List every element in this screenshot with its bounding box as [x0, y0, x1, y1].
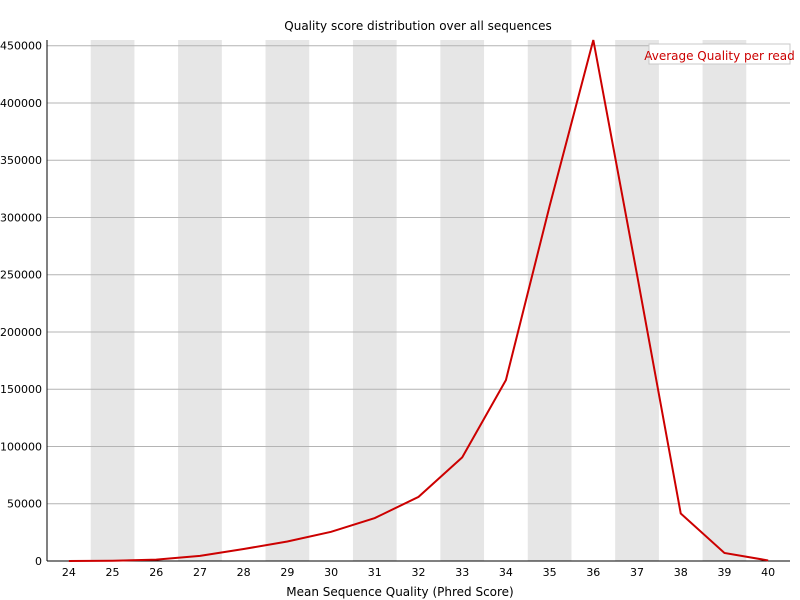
x-tick-label: 37 — [630, 566, 644, 579]
x-tick-label: 29 — [280, 566, 294, 579]
y-tick-label: 0 — [35, 555, 42, 568]
y-axis-ticks: 0 50000 100000 150000 200000 250000 300000 3500… — [0, 40, 42, 568]
band — [702, 40, 747, 561]
x-tick-label: 35 — [543, 566, 557, 579]
x-tick-label: 26 — [149, 566, 163, 579]
y-tick-label: 100000 — [0, 440, 42, 453]
x-tick-label: 34 — [499, 566, 513, 579]
x-tick-label: 33 — [455, 566, 469, 579]
x-tick-label: 38 — [674, 566, 688, 579]
y-gridlines — [47, 45, 790, 505]
band — [178, 40, 222, 561]
x-tick-label: 25 — [106, 566, 120, 579]
y-tick-label: 50000 — [7, 498, 42, 511]
y-tick-label: 250000 — [0, 269, 42, 282]
x-tick-label: 40 — [761, 566, 775, 579]
x-tick-label: 39 — [717, 566, 731, 579]
series-line-average-quality — [68, 39, 769, 562]
x-tick-label: 27 — [193, 566, 207, 579]
band — [90, 40, 135, 561]
y-tick-label: 150000 — [0, 383, 42, 396]
y-tick-label: 450000 — [0, 40, 42, 53]
y-tick-label: 400000 — [0, 97, 42, 110]
x-axis-ticks: 24 25 26 27 28 29 30 31 32 33 34 35 36 37 38 39 40 — [62, 566, 775, 579]
x-tick-label: 30 — [324, 566, 338, 579]
legend-label-average-quality: Average Quality per read — [644, 49, 795, 63]
x-tick-label: 28 — [237, 566, 251, 579]
x-tick-label: 24 — [62, 566, 76, 579]
band — [352, 40, 397, 561]
series-layer — [68, 39, 769, 562]
chart-title: Quality score distribution over all sequ… — [284, 19, 551, 33]
x-tick-label: 31 — [368, 566, 382, 579]
legend-box — [648, 43, 791, 65]
x-tick-label: 36 — [586, 566, 600, 579]
x-tick-label: 32 — [412, 566, 426, 579]
legend: Average Quality per read — [644, 43, 795, 65]
axes — [46, 40, 790, 562]
y-tick-label: 300000 — [0, 211, 42, 224]
band — [440, 40, 485, 561]
band — [527, 40, 572, 561]
band — [615, 40, 659, 561]
background-bands — [90, 40, 747, 561]
y-tick-label: 350000 — [0, 154, 42, 167]
x-axis-label: Mean Sequence Quality (Phred Score) — [286, 585, 514, 599]
band — [265, 40, 310, 561]
y-tick-label: 200000 — [0, 326, 42, 339]
